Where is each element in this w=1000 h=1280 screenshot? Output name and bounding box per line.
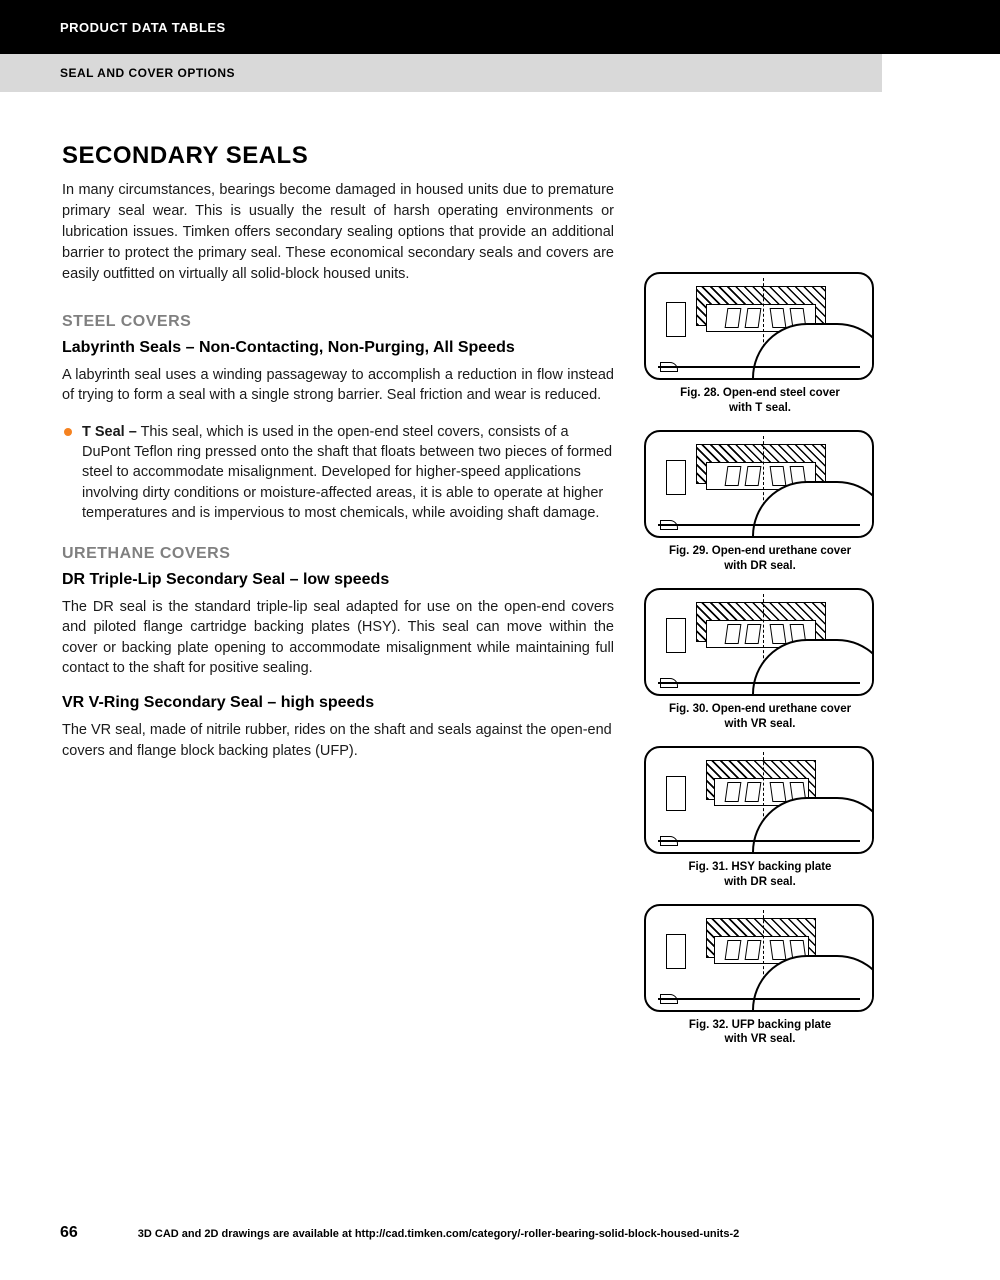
header-top-label: PRODUCT DATA TABLES xyxy=(60,20,1000,35)
subheading-dr: DR Triple-Lip Secondary Seal – low speed… xyxy=(62,571,614,589)
figure-29-caption: Fig. 29. Open-end urethane coverwith DR … xyxy=(644,544,876,574)
figure-28: Fig. 28. Open-end steel coverwith T seal… xyxy=(644,272,876,416)
figure-column: Fig. 28. Open-end steel coverwith T seal… xyxy=(644,142,876,1061)
figure-32-caption: Fig. 32. UFP backing platewith VR seal. xyxy=(644,1018,876,1048)
figure-31-caption: Fig. 31. HSY backing platewith DR seal. xyxy=(644,860,876,890)
figure-32-drawing xyxy=(644,904,874,1012)
labyrinth-body: A labyrinth seal uses a winding passagew… xyxy=(62,365,614,406)
page-number: 66 xyxy=(60,1224,78,1242)
figure-28-drawing xyxy=(644,272,874,380)
intro-paragraph: In many circumstances, bearings become d… xyxy=(62,180,614,285)
vr-body: The VR seal, made of nitrile rubber, rid… xyxy=(62,720,614,761)
bullet-tseal: T Seal – This seal, which is used in the… xyxy=(62,422,614,523)
page-content: SECONDARY SEALS In many circumstances, b… xyxy=(0,92,1000,1061)
figure-30-drawing xyxy=(644,588,874,696)
figure-28-caption: Fig. 28. Open-end steel coverwith T seal… xyxy=(644,386,876,416)
subheading-labyrinth: Labyrinth Seals – Non-Contacting, Non-Pu… xyxy=(62,339,614,357)
footer-text: 3D CAD and 2D drawings are available at … xyxy=(138,1228,739,1240)
bullet-body: This seal, which is used in the open-end… xyxy=(82,424,612,521)
subheading-vr: VR V-Ring Secondary Seal – high speeds xyxy=(62,694,614,712)
figure-31-drawing xyxy=(644,746,874,854)
figure-31: Fig. 31. HSY backing platewith DR seal. xyxy=(644,746,876,890)
dr-body: The DR seal is the standard triple-lip s… xyxy=(62,597,614,678)
header-sub-label: SEAL AND COVER OPTIONS xyxy=(60,66,882,80)
text-column: SECONDARY SEALS In many circumstances, b… xyxy=(62,142,614,1061)
header-grey-bar: SEAL AND COVER OPTIONS xyxy=(0,54,882,92)
figure-32: Fig. 32. UFP backing platewith VR seal. xyxy=(644,904,876,1048)
page-title: SECONDARY SEALS xyxy=(62,142,614,170)
bullet-lead: T Seal – xyxy=(82,424,137,440)
bullet-tseal-text: T Seal – This seal, which is used in the… xyxy=(82,422,614,523)
section-heading-urethane: URETHANE COVERS xyxy=(62,545,614,563)
figure-30: Fig. 30. Open-end urethane coverwith VR … xyxy=(644,588,876,732)
figure-29: Fig. 29. Open-end urethane coverwith DR … xyxy=(644,430,876,574)
section-heading-steel: STEEL COVERS xyxy=(62,313,614,331)
figure-30-caption: Fig. 30. Open-end urethane coverwith VR … xyxy=(644,702,876,732)
page-footer: 66 3D CAD and 2D drawings are available … xyxy=(60,1224,940,1242)
bullet-dot-icon xyxy=(64,428,72,436)
header-black-bar: PRODUCT DATA TABLES xyxy=(0,0,1000,54)
figure-29-drawing xyxy=(644,430,874,538)
